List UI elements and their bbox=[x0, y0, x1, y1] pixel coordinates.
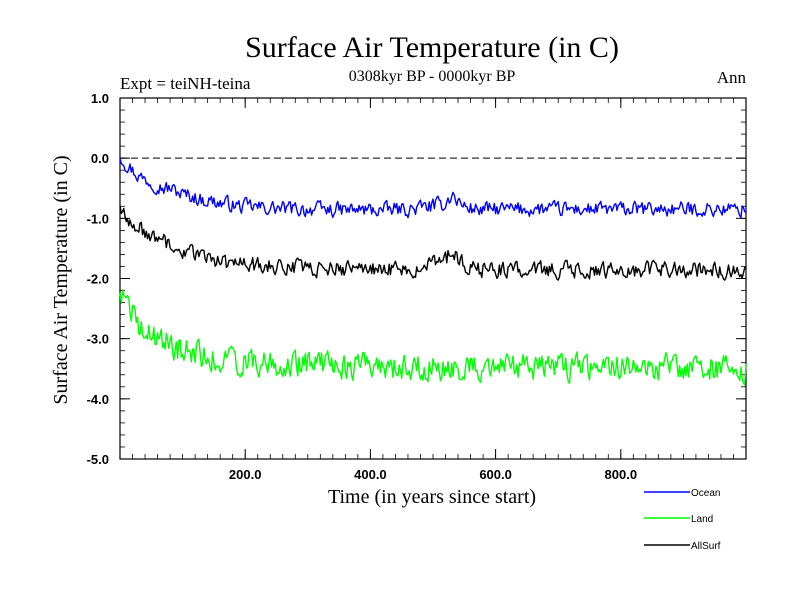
season-label: Ann bbox=[717, 68, 747, 87]
chart-title: Surface Air Temperature (in C) bbox=[245, 31, 619, 64]
series-line-land bbox=[119, 289, 747, 386]
x-tick-label: 400.0 bbox=[354, 467, 387, 482]
series-line-ocean bbox=[119, 158, 747, 219]
x-tick-label: 200.0 bbox=[229, 467, 262, 482]
y-tick-label: -4.0 bbox=[87, 392, 109, 407]
chart-subtitle: 0308kyr BP - 0000kyr BP bbox=[349, 68, 516, 85]
series-group bbox=[119, 158, 747, 386]
y-tick-label: 1.0 bbox=[91, 91, 109, 106]
legend-label-allsurf: AllSurf bbox=[691, 541, 721, 552]
series-line-allsurf bbox=[119, 205, 747, 281]
legend-label-ocean: Ocean bbox=[691, 488, 720, 499]
y-tick-label: -5.0 bbox=[87, 452, 109, 467]
plot-frame bbox=[119, 97, 747, 460]
legend: Ocean Land AllSurf bbox=[644, 488, 721, 552]
x-tick-label: 800.0 bbox=[605, 467, 638, 482]
y-axis-label: Surface Air Temperature (in C) bbox=[50, 155, 72, 404]
y-tick-label: 0.0 bbox=[91, 151, 109, 166]
x-tick-label: 600.0 bbox=[479, 467, 512, 482]
legend-label-land: Land bbox=[691, 514, 713, 525]
x-axis-label: Time (in years since start) bbox=[328, 486, 536, 508]
axes-group: 1.0 0.0 -1.0 -2.0 -3.0 -4.0 -5.0 200.0 400.0 600.… bbox=[87, 91, 747, 482]
y-tick-label: -3.0 bbox=[87, 332, 109, 347]
experiment-label: Expt = teiNH-teina bbox=[120, 74, 251, 93]
y-tick-label: -2.0 bbox=[87, 272, 109, 287]
y-tick-label: -1.0 bbox=[87, 211, 109, 226]
